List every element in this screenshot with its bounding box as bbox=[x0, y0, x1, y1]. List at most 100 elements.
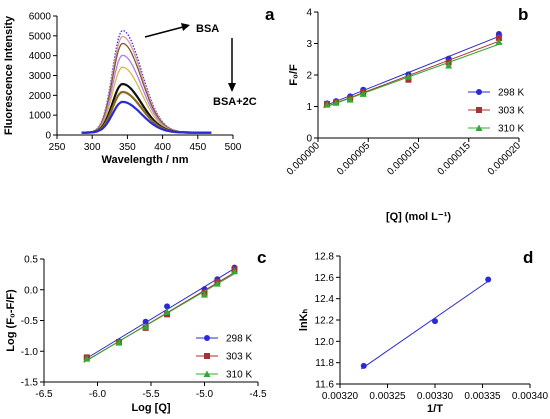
legend-marker bbox=[475, 124, 483, 131]
x-tick-label: 250 bbox=[49, 142, 66, 153]
data-point bbox=[359, 90, 367, 97]
y-axis-label: lnKₕ bbox=[298, 308, 310, 331]
x-tick-label: 0.00320 bbox=[322, 391, 359, 402]
y-axis-label: Log (F₀-F/F) bbox=[5, 289, 17, 352]
data-point bbox=[142, 318, 149, 325]
x-axis-label: 1/T bbox=[427, 403, 443, 415]
x-tick-label: 0.000020 bbox=[486, 140, 524, 178]
x-tick-label: 300 bbox=[84, 142, 101, 153]
y-tick-label: 4 bbox=[306, 8, 312, 19]
y-tick-label: 1000 bbox=[29, 111, 52, 122]
panel-c: -6.5 -6.0 -5.5 -5.0 -4.5 -1.5 -1.0 -0.5 0.0 0.5 Lo… bbox=[5, 248, 267, 414]
data-point bbox=[485, 276, 492, 283]
y-tick-label: 11.6 bbox=[315, 380, 334, 391]
data-point bbox=[405, 76, 412, 83]
x-tick-label: 450 bbox=[189, 142, 206, 153]
legend-marker bbox=[204, 335, 210, 341]
data-point bbox=[142, 323, 150, 330]
data-point bbox=[230, 267, 238, 275]
data-point bbox=[323, 101, 331, 108]
panel-letter-a: a bbox=[265, 5, 275, 24]
x-tick-label: -6.5 bbox=[35, 389, 53, 400]
x-tick-label: 0.000010 bbox=[385, 140, 423, 178]
panel-d: 0.00320 0.00325 0.00330 0.00335 0.00340 11.6 1… bbox=[298, 248, 549, 415]
legend-label: 303 K bbox=[226, 352, 252, 363]
x-axis-label: Wavelength / nm bbox=[102, 154, 189, 166]
x-tick-label: 350 bbox=[119, 142, 136, 153]
x-axis-label: [Q] (mol L⁻¹) bbox=[386, 211, 451, 223]
data-point bbox=[332, 99, 340, 106]
data-point bbox=[115, 339, 123, 346]
fit-line bbox=[360, 279, 491, 370]
x-tick-label: 0.000015 bbox=[436, 140, 474, 178]
y-tick-label: -1.5 bbox=[21, 378, 39, 389]
y-tick-label: 1 bbox=[306, 102, 312, 113]
data-point bbox=[163, 308, 171, 315]
fit-line bbox=[323, 34, 503, 107]
spectrum-line bbox=[81, 29, 212, 134]
x-axis-label: Log [Q] bbox=[131, 402, 170, 414]
x-tick-label: -5.5 bbox=[142, 389, 160, 400]
y-axis-label: Fluorescence Intensity bbox=[3, 15, 15, 135]
y-tick-label: 4000 bbox=[29, 51, 52, 62]
y-tick-label: 0.5 bbox=[24, 255, 38, 266]
y-tick-label: -0.5 bbox=[21, 316, 39, 327]
fit-line bbox=[323, 42, 503, 109]
panel-letter-b: b bbox=[518, 5, 528, 24]
bsa-arrow-line bbox=[144, 26, 184, 38]
y-tick-label: 2 bbox=[306, 71, 312, 82]
y-tick-label: 12.4 bbox=[315, 294, 335, 305]
y-tick-label: 12.8 bbox=[315, 252, 335, 263]
y-tick-label: 3 bbox=[306, 39, 312, 50]
x-tick-label: -5.0 bbox=[196, 389, 214, 400]
panel-b: 0.000000 0.000005 0.000010 0.000015 0.000020… bbox=[285, 5, 529, 223]
x-tick-label: -6.0 bbox=[89, 389, 107, 400]
legend-label: 310 K bbox=[226, 370, 252, 381]
y-tick-label: 3000 bbox=[29, 71, 52, 82]
annotation-bsa: BSA bbox=[196, 23, 219, 35]
x-tick-label: 0.00325 bbox=[369, 391, 406, 402]
annotation-bsa-2c: BSA+2C bbox=[213, 96, 257, 108]
fit-line bbox=[83, 271, 238, 363]
legend-label: 310 K bbox=[498, 124, 524, 135]
data-point bbox=[432, 318, 438, 325]
y-tick-label: 12.6 bbox=[315, 273, 335, 284]
x-tick-label: 0.000000 bbox=[285, 140, 323, 178]
spectrum-line bbox=[81, 100, 212, 134]
y-tick-label: 2000 bbox=[29, 91, 52, 102]
x-tick-label: 0.00335 bbox=[464, 391, 501, 402]
data-point bbox=[201, 291, 208, 298]
y-tick-label: 0 bbox=[306, 134, 312, 145]
y-tick-label: 0.0 bbox=[24, 285, 38, 296]
data-point bbox=[83, 355, 91, 362]
legend-label: 303 K bbox=[498, 106, 524, 117]
y-tick-label: 11.8 bbox=[315, 358, 334, 369]
data-point bbox=[445, 62, 453, 69]
data-point bbox=[213, 280, 221, 287]
y-tick-label: 12.0 bbox=[315, 337, 335, 348]
y-tick-label: -1.0 bbox=[21, 347, 39, 358]
data-point bbox=[495, 38, 503, 45]
quench-arrow-head bbox=[228, 83, 236, 92]
y-tick-label: 6000 bbox=[29, 12, 52, 23]
data-point bbox=[360, 362, 367, 369]
panel-a: 250 300 350 400 450 5000100020003000400050006… bbox=[3, 5, 275, 166]
x-tick-label: 500 bbox=[225, 142, 242, 153]
data-point bbox=[164, 303, 171, 310]
y-tick-label: 12.2 bbox=[315, 316, 335, 327]
legend-marker bbox=[203, 370, 211, 377]
bsa-arrow-head bbox=[181, 23, 190, 31]
y-tick-label: 5000 bbox=[29, 31, 52, 42]
x-tick-label: 400 bbox=[154, 142, 171, 153]
data-point bbox=[346, 96, 354, 103]
x-tick-label: 0.00330 bbox=[417, 391, 454, 402]
data-point bbox=[495, 34, 502, 41]
panel-letter-c: c bbox=[257, 248, 266, 267]
y-axis-label: F₀/F bbox=[288, 64, 300, 86]
data-point bbox=[404, 73, 412, 80]
legend-marker bbox=[476, 107, 482, 113]
fit-line bbox=[83, 266, 238, 361]
legend-label: 298 K bbox=[226, 334, 252, 345]
legend-label: 298 K bbox=[498, 88, 524, 99]
